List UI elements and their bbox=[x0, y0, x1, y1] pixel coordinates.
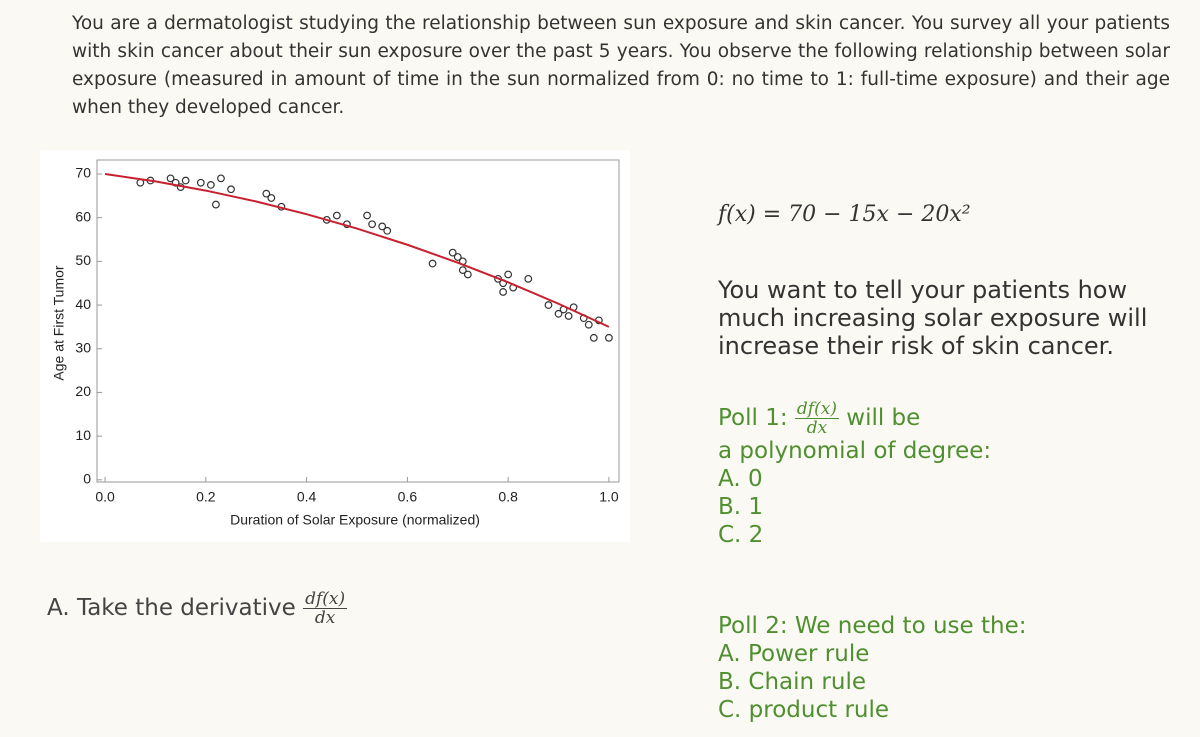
option[interactable]: B. 1 bbox=[718, 494, 764, 520]
point bbox=[524, 274, 533, 283]
point bbox=[584, 320, 593, 329]
y-tick-label: 40 bbox=[75, 296, 91, 312]
poll-text: will be bbox=[846, 405, 921, 431]
x-tick-label: 0.0 bbox=[95, 489, 115, 505]
chart-background bbox=[40, 150, 630, 542]
poll-label: Poll 1: bbox=[718, 405, 788, 431]
poll-1-line: Poll 1: df(x) dx will be bbox=[718, 400, 991, 437]
chart: Duration of Solar Exposure (normalized) … bbox=[40, 150, 630, 542]
poll-text: a polynomial of degree: bbox=[718, 438, 992, 464]
point bbox=[458, 266, 467, 275]
y-axis-label: Age at First Tumor bbox=[51, 265, 67, 380]
point bbox=[605, 333, 613, 342]
point bbox=[544, 301, 553, 309]
option[interactable]: C. product rule bbox=[718, 697, 890, 723]
point bbox=[267, 194, 276, 202]
point bbox=[428, 259, 437, 268]
point bbox=[196, 178, 205, 187]
point bbox=[589, 333, 598, 342]
option[interactable]: A. Power rule bbox=[718, 641, 870, 667]
denominator: dx bbox=[314, 608, 336, 628]
y-tick-label: 50 bbox=[75, 252, 91, 268]
intro-text: You are a dermatologist studying the rel… bbox=[72, 13, 1170, 118]
denominator: dx bbox=[806, 418, 828, 438]
x-tick-label: 0.2 bbox=[196, 489, 216, 505]
y-tick-label: 10 bbox=[75, 427, 91, 443]
point bbox=[227, 185, 235, 194]
point bbox=[166, 174, 175, 183]
plot-frame bbox=[96, 159, 620, 483]
point bbox=[332, 211, 341, 220]
point bbox=[368, 220, 377, 229]
option[interactable]: C. 2 bbox=[718, 522, 764, 548]
y-tick-label: 0 bbox=[83, 471, 91, 487]
x-tick-label: 0.6 bbox=[398, 489, 418, 505]
option[interactable]: A. 0 bbox=[718, 466, 763, 492]
numerator: df(x) bbox=[303, 589, 348, 609]
x-axis-label: Duration of Solar Exposure (normalized) bbox=[230, 512, 480, 528]
point bbox=[378, 222, 387, 231]
x-tick-label: 1.0 bbox=[599, 489, 619, 505]
point bbox=[554, 309, 563, 318]
option[interactable]: B. Chain rule bbox=[718, 669, 866, 695]
fraction: df(x) dx bbox=[303, 589, 348, 628]
y-tick-label: 60 bbox=[75, 208, 91, 224]
numerator: df(x) bbox=[794, 399, 839, 419]
y-tick-label: 70 bbox=[75, 165, 91, 181]
task: A. Take the derivative df(x) dx bbox=[47, 589, 348, 628]
point bbox=[499, 288, 508, 296]
point bbox=[363, 211, 371, 220]
point bbox=[181, 176, 190, 185]
poll-label: Poll 2: We need to use the: bbox=[718, 613, 1027, 639]
fraction: df(x) dx bbox=[794, 399, 839, 438]
question: You want to tell your patients how much … bbox=[718, 276, 1148, 360]
point bbox=[448, 248, 457, 257]
point bbox=[206, 181, 215, 189]
point bbox=[453, 253, 462, 261]
x-tick-label: 0.4 bbox=[297, 489, 317, 505]
fit-curve bbox=[104, 172, 610, 328]
formula: f(x) = 70 − 15x − 20x² bbox=[718, 202, 971, 227]
y-tick-label: 30 bbox=[75, 339, 91, 355]
task-text: A. Take the derivative bbox=[47, 595, 296, 621]
point bbox=[564, 312, 573, 320]
point bbox=[217, 174, 225, 183]
point bbox=[212, 200, 220, 209]
poll-2: Poll 2: We need to use the: A. Power rul… bbox=[718, 612, 1026, 724]
point bbox=[504, 270, 513, 279]
point bbox=[383, 226, 392, 235]
point bbox=[463, 270, 472, 279]
y-tick-label: 20 bbox=[75, 383, 91, 399]
x-tick-label: 0.8 bbox=[498, 489, 518, 505]
poll-1: Poll 1: df(x) dx will be a polynomial of … bbox=[718, 400, 991, 549]
point bbox=[262, 189, 271, 198]
